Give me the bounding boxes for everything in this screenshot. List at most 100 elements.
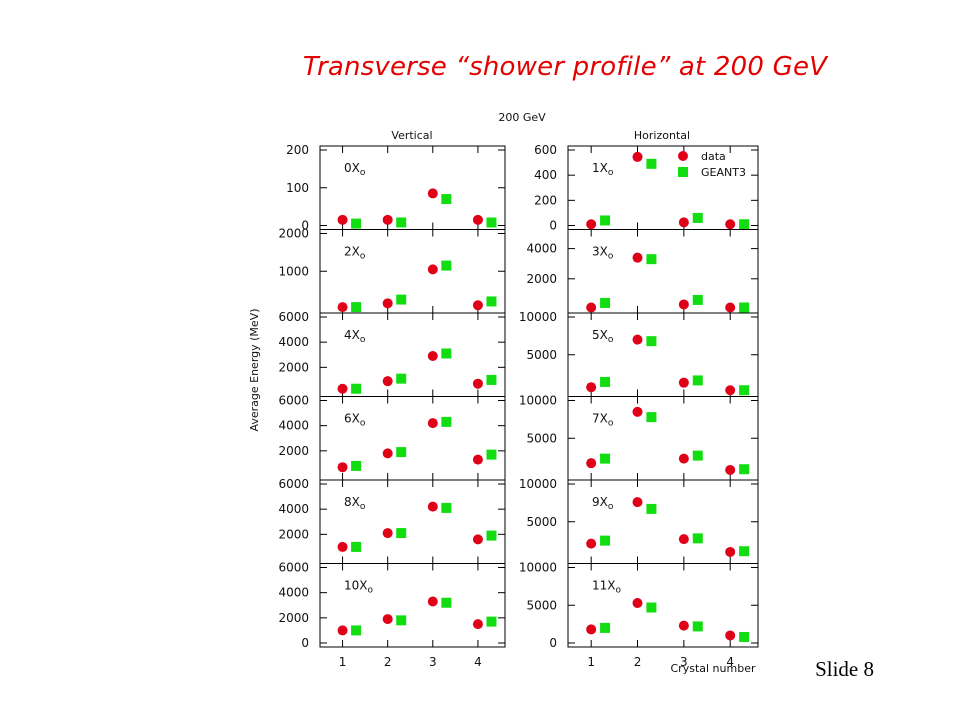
x-tick-label: 3 [680, 655, 688, 669]
geant3-point [486, 530, 497, 541]
panel-depth-label: 0Xo [344, 161, 366, 178]
y-tick-label: 4000 [278, 586, 309, 600]
data-point [427, 418, 438, 429]
data-point [632, 334, 643, 345]
data-point [472, 378, 483, 389]
data-point [586, 382, 597, 393]
panel-depth-label: 7Xo [592, 412, 614, 429]
geant3-point [396, 217, 407, 228]
slide-number: Slide 8 [815, 657, 874, 681]
panel-frame [567, 312, 759, 397]
data-point [725, 630, 736, 641]
y-tick-label: 6000 [278, 561, 309, 575]
y-tick-label: 5000 [526, 431, 557, 445]
geant3-point [646, 336, 657, 347]
geant3-point [441, 194, 452, 205]
y-tick-label: 2000 [526, 272, 557, 286]
data-point [472, 534, 483, 545]
geant3-point [600, 297, 611, 308]
geant3-point [441, 502, 452, 513]
geant3-point [646, 412, 657, 423]
x-tick-label: 4 [726, 655, 734, 669]
panel-frame [567, 229, 759, 314]
geant3-point [441, 416, 452, 427]
energy-title: 200 GeV [498, 111, 546, 124]
data-point [586, 538, 597, 549]
y-tick-label: 400 [534, 168, 557, 182]
panel-depth-label: 10Xo [344, 579, 374, 596]
panel-frame [567, 145, 759, 230]
y-tick-label: 4000 [278, 502, 309, 516]
panel-depth-label: 4Xo [344, 328, 366, 345]
geant3-point [351, 625, 362, 636]
data-point [725, 464, 736, 475]
y-tick-label: 2000 [278, 611, 309, 625]
geant3-point [692, 533, 703, 544]
x-tick-label: 2 [384, 655, 392, 669]
data-point [725, 302, 736, 313]
column-title-vertical: Vertical [391, 129, 432, 142]
geant3-point [646, 503, 657, 514]
geant3-point [692, 375, 703, 386]
panel-frame [319, 563, 506, 648]
data-point [632, 252, 643, 263]
legend-data-marker [678, 151, 688, 161]
y-tick-label: 600 [534, 143, 557, 157]
data-point [632, 151, 643, 162]
geant3-point [692, 212, 703, 223]
x-tick-label: 2 [634, 655, 642, 669]
y-tick-label: 2000 [278, 527, 309, 541]
x-tick-label: 3 [429, 655, 437, 669]
data-point [427, 596, 438, 607]
y-tick-label: 4000 [526, 242, 557, 256]
y-tick-label: 0 [549, 636, 557, 650]
geant3-point [692, 294, 703, 305]
panel-frame [319, 396, 506, 481]
y-tick-label: 5000 [526, 515, 557, 529]
y-tick-label: 5000 [526, 598, 557, 612]
data-point [678, 534, 689, 545]
geant3-point [486, 217, 497, 228]
geant3-point [351, 218, 362, 229]
data-point [382, 528, 393, 539]
geant3-point [351, 302, 362, 313]
legend-geant3-label: GEANT3 [701, 166, 746, 179]
data-point [337, 383, 348, 394]
slide-title: Transverse “shower profile” at 200 GeV [302, 52, 828, 82]
geant3-point [692, 621, 703, 632]
geant3-point [646, 254, 657, 265]
data-point [427, 188, 438, 199]
y-tick-label: 10000 [519, 394, 557, 408]
data-point [586, 219, 597, 230]
y-tick-label: 0 [301, 636, 309, 650]
data-point [337, 214, 348, 225]
geant3-point [486, 616, 497, 627]
geant3-point [600, 622, 611, 633]
data-point [725, 219, 736, 230]
data-point [382, 214, 393, 225]
data-point [382, 298, 393, 309]
data-point [337, 302, 348, 313]
y-tick-label: 6000 [278, 477, 309, 491]
geant3-point [396, 373, 407, 384]
geant3-point [351, 541, 362, 552]
y-tick-label: 2000 [278, 360, 309, 374]
geant3-point [396, 447, 407, 458]
data-point [586, 624, 597, 635]
data-point [725, 546, 736, 557]
legend-geant3-marker [678, 167, 688, 177]
data-point [725, 385, 736, 396]
geant3-point [600, 453, 611, 464]
y-axis-label: Average Energy (MeV) [248, 308, 261, 431]
geant3-point [739, 385, 750, 396]
data-point [678, 299, 689, 310]
y-tick-label: 200 [534, 193, 557, 207]
data-point [382, 448, 393, 459]
geant3-point [351, 383, 362, 394]
y-tick-label: 4000 [278, 419, 309, 433]
geant3-point [351, 460, 362, 471]
geant3-point [600, 376, 611, 387]
data-point [632, 597, 643, 608]
geant3-point [739, 631, 750, 642]
data-point [337, 625, 348, 636]
